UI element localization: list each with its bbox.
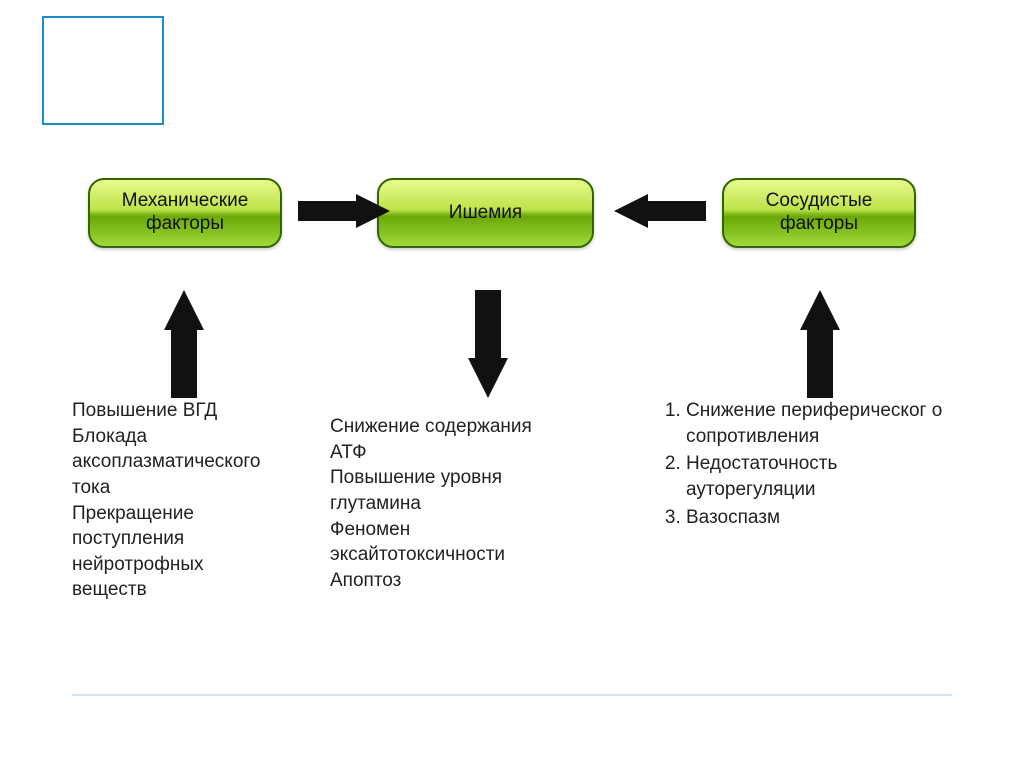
text-line: АТФ	[330, 440, 590, 466]
text-line: эксайтотоксичности	[330, 542, 590, 568]
arrow-mechanical-to-ischemia	[298, 194, 390, 228]
text-line: поступления	[72, 526, 312, 552]
node-vascular-label: Сосудистые факторы	[724, 190, 914, 236]
text-line: Прекращение	[72, 501, 312, 527]
arrow-vascular-to-ischemia	[614, 194, 706, 228]
node-ischemia: Ишемия	[377, 178, 594, 248]
text-line: Снижение содержания	[330, 414, 590, 440]
text-line: Повышение уровня	[330, 465, 590, 491]
text-line: Апоптоз	[330, 568, 590, 594]
text-line: Повышение ВГД	[72, 398, 312, 424]
node-mechanical-label: Механические факторы	[90, 190, 280, 236]
bottom-divider	[72, 694, 952, 696]
text-line: Феномен	[330, 517, 590, 543]
text-line: тока	[72, 475, 312, 501]
slide-canvas: Механические факторы Ишемия Сосудистые ф…	[0, 0, 1024, 767]
node-vascular-factors: Сосудистые факторы	[722, 178, 916, 248]
arrow-mechanical-up	[164, 290, 204, 398]
node-ischemia-label: Ишемия	[449, 202, 522, 225]
title-frame	[42, 16, 164, 125]
text-vascular-list: Снижение периферическог о сопротивленияН…	[660, 398, 960, 532]
text-line: нейротрофных	[72, 552, 312, 578]
node-mechanical-factors: Механические факторы	[88, 178, 282, 248]
text-line: глутамина	[330, 491, 590, 517]
arrow-vascular-up	[800, 290, 840, 398]
text-ischemia-list: Снижение содержанияАТФПовышение уровнягл…	[330, 414, 590, 593]
text-line: Блокада	[72, 424, 312, 450]
text-line: веществ	[72, 577, 312, 603]
text-line: аксоплазматического	[72, 449, 312, 475]
arrow-ischemia-down	[468, 290, 508, 398]
list-item: Вазоспазм	[686, 505, 960, 531]
text-mechanical-list: Повышение ВГДБлокадааксоплазматическогот…	[72, 398, 312, 603]
list-item: Снижение периферическог о сопротивления	[686, 398, 960, 449]
list-item: Недостаточность ауторегуляции	[686, 451, 960, 502]
